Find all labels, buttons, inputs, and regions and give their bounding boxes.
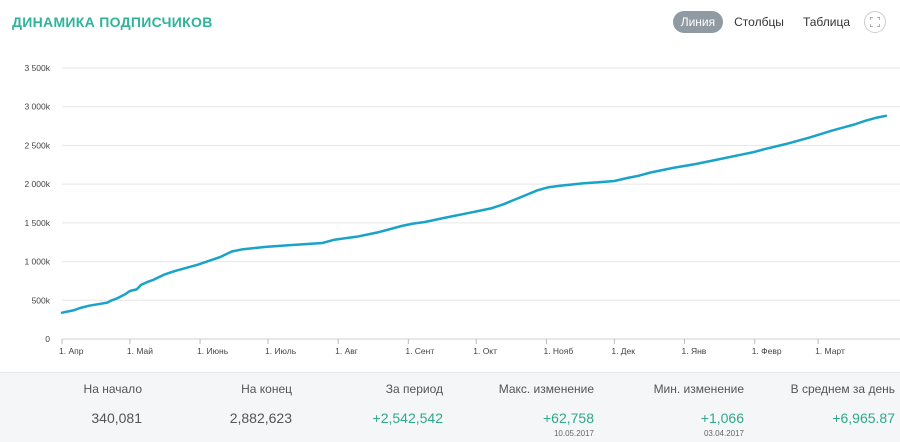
stat-value: +1,066 bbox=[700, 410, 744, 426]
x-tick-label: 1. Апр bbox=[59, 346, 84, 356]
y-tick-label: 3 000k bbox=[24, 102, 50, 112]
y-tick-label: 0 bbox=[45, 334, 50, 344]
stat-label: На начало bbox=[83, 382, 142, 396]
x-tick-label: 1. Февр bbox=[752, 346, 782, 356]
stat-label: Мин. изменение bbox=[653, 382, 744, 396]
view-line-button[interactable]: Линия bbox=[672, 11, 724, 33]
stat-label: На конец bbox=[241, 382, 292, 396]
view-table-button[interactable]: Таблица bbox=[802, 15, 850, 29]
fullscreen-button[interactable] bbox=[864, 11, 886, 33]
x-tick-label: 1. Март bbox=[815, 346, 845, 356]
subscribers-line-chart: 0 500k 1 000k 1 500k 2 000k 2 500k 3 000k 3 500… bbox=[24, 63, 900, 356]
stat-value: +6,965.87 bbox=[832, 410, 895, 426]
fullscreen-icon bbox=[870, 17, 880, 27]
x-tick-label: 1. Июль bbox=[265, 346, 297, 356]
stat-date: 03.04.2017 bbox=[703, 429, 744, 438]
stat-label: Макс. изменение bbox=[498, 382, 594, 396]
y-tick-label: 2 000k bbox=[24, 179, 50, 189]
x-tick-label: 1. Нояб bbox=[543, 346, 573, 356]
stat-value: 2,882,623 bbox=[229, 410, 292, 426]
view-switch: Линия Столбцы Таблица bbox=[670, 11, 886, 33]
stat-value: +2,542,542 bbox=[372, 410, 443, 426]
subscribers-series-line bbox=[60, 114, 888, 314]
y-tick-label: 1 000k bbox=[24, 257, 50, 267]
x-tick-label: 1. Сент bbox=[405, 346, 434, 356]
x-tick-label: 1. Май bbox=[127, 346, 153, 356]
x-tick-label: 1. Окт bbox=[473, 346, 497, 356]
chart-title: ДИНАМИКА ПОДПИСЧИКОВ bbox=[12, 14, 213, 30]
y-tick-label: 500k bbox=[32, 295, 51, 305]
y-tick-label: 1 500k bbox=[24, 218, 50, 228]
x-tick-label: 1. Дек bbox=[611, 346, 635, 356]
stat-label: За период bbox=[385, 382, 443, 396]
stat-value: +62,758 bbox=[543, 410, 594, 426]
x-tick-label: 1. Июнь bbox=[197, 346, 229, 356]
stats-bar: На начало 340,081 На конец 2,882,623 За … bbox=[0, 372, 900, 442]
y-tick-label: 3 500k bbox=[24, 63, 50, 73]
x-tick-label: 1. Авг bbox=[335, 346, 358, 356]
view-bars-button[interactable]: Столбцы bbox=[734, 15, 784, 29]
y-tick-label: 2 500k bbox=[24, 140, 50, 150]
stat-date: 10.05.2017 bbox=[553, 429, 594, 438]
x-tick-label: 1. Янв bbox=[682, 346, 707, 356]
stat-value: 340,081 bbox=[91, 410, 142, 426]
stat-label: В среднем за день bbox=[790, 382, 895, 396]
